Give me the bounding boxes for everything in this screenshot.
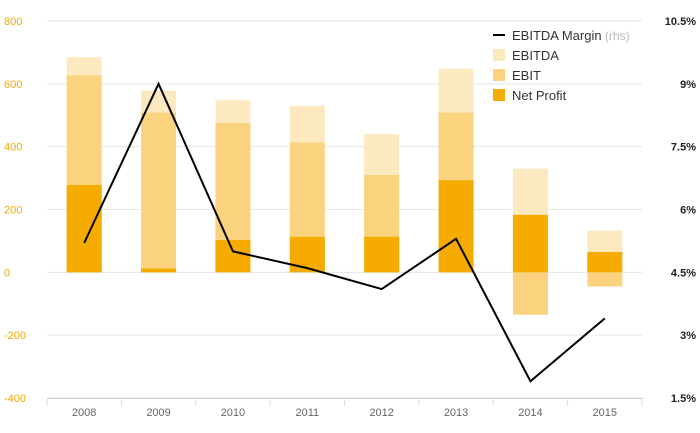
- y-left-tick-label: 800: [4, 16, 22, 28]
- y-right-tick-label: 6%: [680, 205, 696, 217]
- line-ebitda-margin: [83, 81, 606, 383]
- bar-net-profit: [438, 180, 474, 273]
- gridlines: [47, 20, 642, 399]
- legend-label-suffix: (rhs): [602, 29, 630, 43]
- y-right-tick-label: 1.5%: [671, 393, 696, 405]
- bar-ebit: [141, 112, 177, 273]
- y-left-tick-label: 400: [4, 142, 22, 154]
- legend-swatch: [493, 89, 505, 101]
- bar-ebit: [587, 272, 623, 287]
- x-tick-label: 2015: [593, 407, 617, 419]
- bar-net-profit: [215, 239, 251, 273]
- x-tick-label: 2014: [518, 407, 542, 419]
- y-left-tick-label: 0: [4, 267, 10, 279]
- bar-ebit: [512, 272, 548, 315]
- bar-net-profit: [364, 236, 400, 273]
- bar-net-profit: [141, 268, 177, 273]
- y-right-tick-label: 3%: [680, 330, 696, 342]
- y-right-tick-label: 4.5%: [671, 267, 696, 279]
- bar-net-profit: [289, 236, 325, 273]
- y-left-tick-label: -200: [4, 330, 26, 342]
- y-left-tick-label: -400: [4, 393, 26, 405]
- bar-net-profit: [512, 214, 548, 273]
- y-right-tick-label: 7.5%: [671, 142, 696, 154]
- legend-label: Net Profit: [512, 88, 567, 103]
- x-tick-label: 2008: [72, 407, 96, 419]
- y-left-tick-label: 200: [4, 205, 22, 217]
- bar-net-profit: [587, 251, 623, 273]
- y-right-tick-label: 9%: [680, 79, 696, 91]
- bar-net-profit: [66, 184, 102, 273]
- x-tick-label: 2011: [295, 407, 319, 419]
- legend: EBITDA Margin (rhs) EBITDA EBIT Net Profit: [493, 28, 630, 103]
- legend-label: EBITDA: [512, 48, 559, 63]
- legend-label: EBIT: [512, 68, 541, 83]
- margin-line: [83, 81, 606, 383]
- x-tick-label: 2009: [146, 407, 170, 419]
- bars: [66, 57, 623, 315]
- legend-swatch: [493, 69, 505, 81]
- x-tick-label: 2013: [444, 407, 468, 419]
- axes: 800 600 400 200 0 -200 -400 10.5% 9% 7.5% 6% 4.5% 3%…: [4, 16, 696, 419]
- legend-label: EBITDA Margin (rhs): [512, 28, 630, 43]
- y-left-tick-label: 600: [4, 79, 22, 91]
- x-tick-label: 2010: [221, 407, 245, 419]
- y-right-tick-label: 10.5%: [665, 16, 696, 28]
- legend-swatch: [493, 49, 505, 61]
- x-tick-label: 2012: [369, 407, 393, 419]
